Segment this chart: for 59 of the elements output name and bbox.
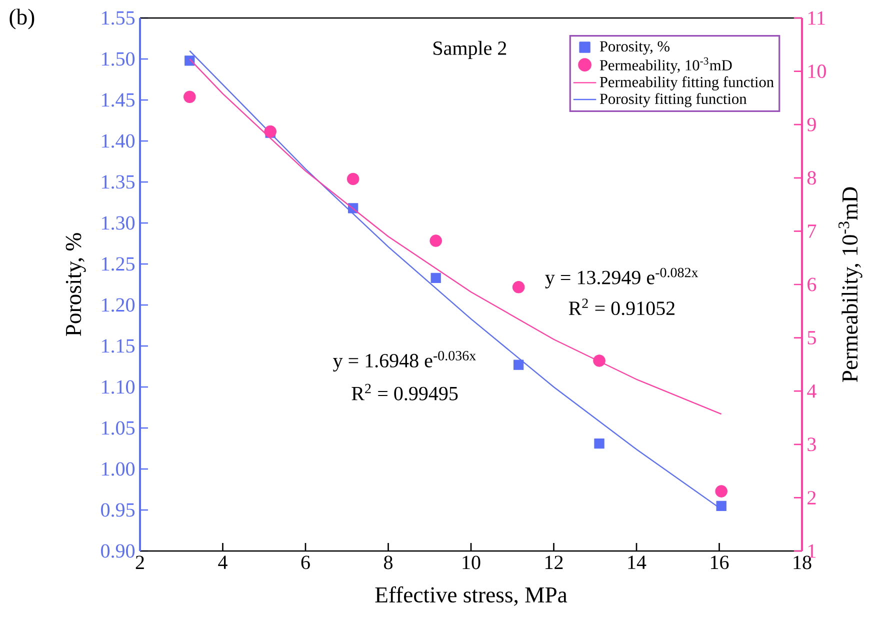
y2-axis-title: Permeability, 10$^{-3}$mD	[838, 187, 862, 382]
point	[715, 485, 728, 498]
annotation: R$^{2}$ = 0.99495	[352, 384, 458, 400]
point	[184, 56, 195, 66]
point	[430, 234, 442, 247]
x-tick-label: 6	[301, 556, 310, 570]
legend-label: Porosity fitting function	[600, 93, 747, 108]
y2-tick-label: 6	[808, 278, 816, 292]
x-tick-label: 14	[628, 556, 646, 569]
y2-tick-label: 7	[808, 224, 816, 238]
annotation: y = 1.6948 e$^{-0.036x}$	[333, 350, 476, 372]
y-tick-label: 1.45	[102, 93, 135, 107]
point	[716, 500, 726, 511]
point	[346, 172, 360, 186]
y-tick-label: 1.55	[102, 11, 135, 25]
point	[593, 354, 606, 367]
point	[430, 272, 441, 284]
x-tick-label: 8	[384, 556, 392, 570]
y-tick-label: 1.20	[102, 298, 135, 312]
y2-tick-label: 10	[808, 64, 826, 78]
legend-label: Porosity, %	[600, 41, 670, 55]
y-tick-label: 1.25	[102, 257, 135, 271]
y-axis-title: Porosity, %	[66, 233, 86, 336]
y2-tick-label: 8	[807, 171, 816, 185]
y-tick-label: 1.10	[102, 380, 135, 394]
y2-tick-label: 5	[808, 331, 816, 344]
y-tick-label: 1.00	[102, 462, 135, 476]
legend-label: Permeability fitting function	[600, 76, 774, 90]
y2-tick-label: 11	[808, 11, 825, 25]
y2-tick-label: 2	[808, 491, 816, 504]
text: (b)	[10, 8, 34, 30]
y2-tick-label: 3	[808, 438, 816, 452]
x-axis-title: Effective stress, MPa	[375, 586, 568, 606]
y-tick-label: 1.40	[102, 134, 135, 148]
y2-tick-label: 1	[808, 544, 816, 558]
x-tick-label: 4	[218, 556, 228, 569]
point	[184, 90, 196, 104]
x-tick-label: 2	[136, 556, 144, 569]
y-tick-label: 0.95	[101, 503, 135, 517]
x-tick-label: 10	[462, 556, 480, 570]
y2-tick-label: 9	[807, 118, 816, 132]
y-tick-label: 1.30	[102, 216, 135, 230]
point	[264, 125, 276, 138]
point	[594, 438, 604, 449]
y-tick-label: 1.05	[102, 421, 135, 435]
point	[514, 360, 524, 370]
legend-label: Permeability, 10$^{-3}$mD	[600, 57, 732, 74]
y-tick-label: 1.15	[102, 339, 135, 353]
y-tick-label: 1.35	[102, 175, 135, 189]
x-tick-label: 18	[794, 556, 812, 570]
annotation: y = 13.2949 e$^{-0.082x}$	[545, 268, 698, 288]
y2-tick-label: 4	[807, 384, 816, 398]
x-tick-label: 12	[546, 556, 563, 569]
annotation: R$^{2}$ = 0.91052	[568, 298, 674, 316]
annotation: Sample 2	[434, 40, 506, 60]
y-tick-label: 0.90	[101, 544, 135, 558]
x-tick-label: 16	[711, 556, 729, 570]
y-tick-label: 1.50	[102, 52, 135, 66]
point	[512, 281, 525, 294]
